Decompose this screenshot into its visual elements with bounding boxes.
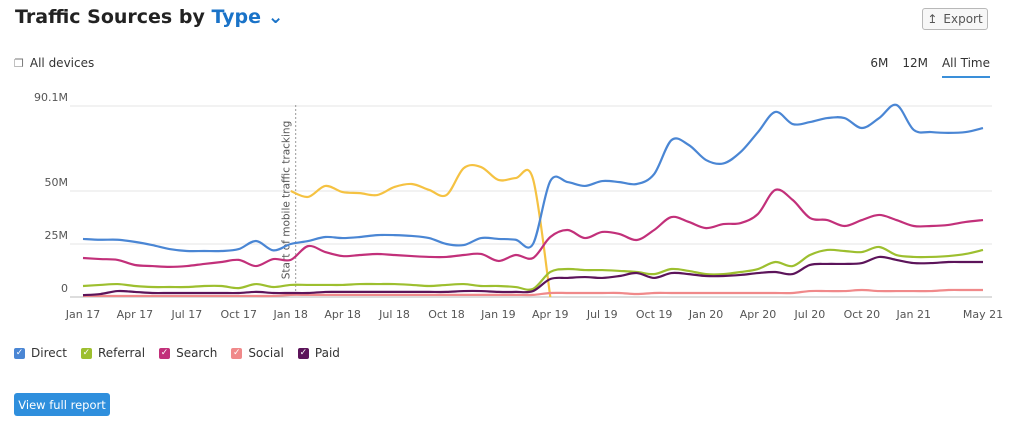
legend-checkbox: ✓ xyxy=(297,347,309,359)
export-icon: ↥ xyxy=(927,12,938,26)
devices-icon: ❐ xyxy=(14,56,24,70)
legend-label: Social xyxy=(248,346,284,360)
chart: 0 25M 50M 90.1M Jan 17 Apr 17 Jul 17 Oct 17 Jan … xyxy=(34,91,1003,321)
legend-item[interactable]: ✓ Search xyxy=(159,346,217,360)
view-report-button[interactable]: View full report xyxy=(14,393,110,416)
export-button[interactable]: ↥ Export xyxy=(922,8,988,30)
x-tick-label: Jan 21 xyxy=(896,308,931,321)
legend-checkbox: ✓ xyxy=(159,347,171,359)
legend-checkbox: ✓ xyxy=(80,347,92,359)
devices-label: All devices xyxy=(29,56,95,70)
x-tick-label: Jul 19 xyxy=(586,308,618,321)
x-tick-label: Oct 20 xyxy=(844,308,881,321)
chevron[interactable]: ⌄ xyxy=(261,6,284,28)
legend-label: Referral xyxy=(97,346,146,360)
series-line xyxy=(82,188,984,268)
legend-item[interactable]: ✓ Direct xyxy=(14,346,67,360)
annotation-text: Start of mobile traffic tracking xyxy=(281,121,293,279)
x-tick-label: Jan 18 xyxy=(272,308,307,321)
legend-label: Direct xyxy=(31,346,67,360)
x-tick-label: Apr 17 xyxy=(117,308,154,321)
x-tick-label: Jan 17 xyxy=(65,308,100,321)
series-line xyxy=(290,163,552,298)
devices[interactable]: ❐ All devices xyxy=(14,56,94,70)
period-tabs: 6M 12M All Time xyxy=(870,56,990,78)
series-line xyxy=(82,103,984,253)
y-tick-label: 0 xyxy=(61,282,68,295)
title-text: Traffic Sources by xyxy=(15,6,205,28)
legend-checkbox: ✓ xyxy=(231,347,243,359)
legend-checkbox: ✓ xyxy=(14,347,25,359)
page-title: Traffic Sources by Type ⌄ xyxy=(15,6,284,28)
x-tick-label: Jan 19 xyxy=(480,308,515,321)
x-tick-label: Jan 20 xyxy=(688,308,723,321)
period-tab[interactable]: All Time xyxy=(941,56,990,78)
x-tick-label: Jul 18 xyxy=(378,308,410,321)
legend-item[interactable]: ✓ Social xyxy=(231,346,284,360)
legend: ✓ Direct ✓ Referral ✓ Search ✓ Social ✓ Paid xyxy=(14,346,340,360)
legend-label: Search xyxy=(176,346,218,360)
y-tick-label: 25M xyxy=(45,229,69,242)
x-tick-label: Oct 17 xyxy=(221,308,258,321)
x-tick-label: Apr 19 xyxy=(532,308,569,321)
period-tab[interactable]: 6M xyxy=(870,56,889,70)
period-tab[interactable]: 12M xyxy=(902,56,928,70)
series-line xyxy=(82,245,984,291)
x-tick-label: Oct 19 xyxy=(636,308,673,321)
x-tick-label: Jul 20 xyxy=(794,308,826,321)
x-tick-label: May 21 xyxy=(963,308,1003,321)
x-tick-label: Apr 20 xyxy=(740,308,777,321)
legend-item[interactable]: ✓ Referral xyxy=(80,346,146,360)
y-tick-label: 90.1M xyxy=(34,91,68,104)
x-tick-label: Jul 17 xyxy=(170,308,202,321)
legend-item[interactable]: ✓ Paid xyxy=(297,346,340,360)
x-tick-label: Apr 18 xyxy=(324,308,361,321)
x-tick-label: Oct 18 xyxy=(428,308,465,321)
y-tick-label: 50M xyxy=(45,176,69,189)
title-link[interactable]: Type xyxy=(211,6,262,28)
series-line xyxy=(83,288,983,298)
export-label: Export xyxy=(943,12,983,26)
series-line xyxy=(82,255,983,297)
legend-label: Paid xyxy=(314,346,340,360)
